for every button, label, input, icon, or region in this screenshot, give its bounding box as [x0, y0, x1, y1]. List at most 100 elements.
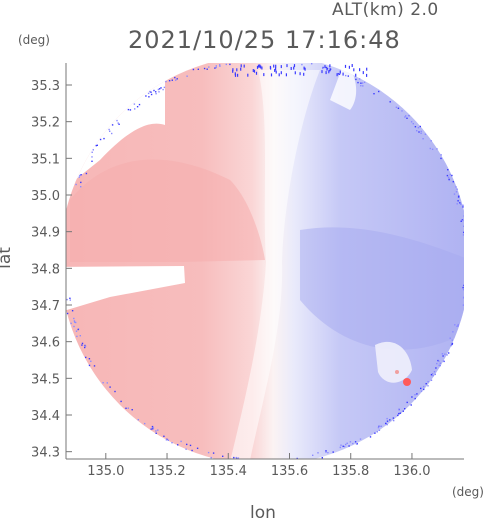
noise-speckle: [430, 374, 433, 376]
noise-speckle: [274, 68, 276, 72]
noise-speckle: [240, 67, 242, 71]
noise-speckle: [457, 196, 460, 198]
noise-speckle: [378, 90, 380, 93]
noise-speckle: [462, 289, 464, 291]
noise-speckle: [152, 428, 154, 430]
noise-speckle: [114, 390, 116, 393]
noise-speckle: [438, 360, 440, 362]
noise-speckle: [377, 426, 380, 429]
noise-speckle: [452, 331, 454, 333]
noise-speckle: [401, 110, 403, 112]
noise-speckle: [442, 355, 444, 357]
x-tick-label: 135.0: [87, 464, 124, 479]
noise-speckle: [203, 67, 206, 70]
noise-speckle: [345, 74, 347, 77]
noise-speckle: [463, 225, 464, 227]
noise-speckle: [75, 330, 78, 332]
noise-speckle: [449, 173, 451, 176]
noise-speckle: [256, 65, 259, 69]
noise-speckle: [196, 447, 199, 449]
noise-speckle: [440, 157, 442, 160]
noise-speckle: [322, 67, 324, 70]
noise-speckle: [232, 69, 234, 73]
noise-speckle: [150, 93, 153, 96]
y-tick-label: 34.7: [31, 299, 60, 314]
noise-speckle: [463, 231, 464, 234]
west-core-region: [70, 159, 265, 262]
noise-speckle: [359, 68, 361, 72]
noise-speckle: [456, 188, 458, 190]
noise-speckle: [441, 353, 444, 355]
noise-speckle: [252, 69, 254, 72]
noise-speckle: [167, 439, 169, 441]
noise-speckle: [343, 445, 346, 448]
noise-speckle: [366, 67, 368, 71]
noise-speckle: [148, 96, 150, 98]
noise-speckle: [432, 375, 434, 377]
near-zero-band: [228, 70, 320, 459]
noise-speckle: [293, 66, 295, 70]
x-tick-label: 135.4: [210, 464, 247, 479]
noise-speckle: [380, 425, 382, 427]
noise-speckle: [352, 442, 354, 445]
noise-speckle: [339, 446, 341, 449]
noise-speckle: [378, 425, 381, 427]
noise-speckle: [163, 435, 165, 437]
noise-speckle: [337, 73, 340, 75]
noise-speckle: [236, 68, 238, 72]
noise-speckle: [433, 371, 436, 373]
noise-speckle: [171, 79, 173, 81]
noise-speckle: [452, 181, 454, 183]
noise-speckle: [275, 64, 277, 68]
noise-speckle: [405, 115, 407, 117]
y-tick-label: 35.1: [31, 152, 60, 167]
noise-speckle: [165, 80, 167, 83]
noise-speckle: [155, 93, 157, 95]
noise-speckle: [69, 299, 71, 301]
noise-speckle: [219, 64, 221, 66]
noise-speckle: [222, 455, 224, 457]
noise-speckle: [338, 73, 341, 75]
noise-speckle: [457, 324, 459, 327]
x-axis-label: lon: [250, 503, 276, 523]
noise-speckle: [285, 73, 287, 77]
noise-speckle: [294, 71, 296, 75]
noise-speckle: [348, 65, 350, 69]
noise-speckle: [207, 451, 210, 454]
noise-speckle: [451, 174, 453, 177]
x-tick-label: 135.6: [271, 464, 308, 479]
x-ticks: 135.0 135.2 135.4 135.6 135.8 136.0: [87, 453, 431, 479]
noise-speckle: [91, 156, 93, 158]
noise-speckle: [463, 296, 464, 298]
noise-speckle: [359, 438, 362, 440]
noise-speckle: [171, 442, 173, 444]
noise-speckle: [397, 414, 399, 417]
noise-speckle: [311, 63, 313, 65]
noise-speckle: [448, 178, 450, 181]
noise-speckle: [76, 335, 78, 338]
noise-speckle: [273, 64, 275, 68]
noise-speckle: [436, 362, 438, 365]
noise-speckle: [176, 78, 178, 80]
y-tick-label: 34.5: [31, 372, 60, 387]
noise-speckle: [79, 335, 81, 337]
noise-speckle: [90, 360, 92, 362]
noise-speckle: [168, 80, 171, 82]
noise-speckle: [393, 419, 395, 422]
noise-speckle: [261, 66, 263, 70]
noise-speckle: [455, 186, 457, 188]
noise-speckle: [414, 397, 416, 400]
noise-speckle: [438, 364, 440, 366]
noise-speckle: [321, 70, 323, 74]
noise-speckle: [417, 127, 420, 129]
noise-speckle: [293, 64, 296, 68]
noise-speckle: [84, 345, 87, 347]
noise-speckle: [116, 119, 118, 122]
noise-speckle: [402, 410, 404, 412]
noise-speckle: [120, 400, 122, 403]
noise-speckle: [329, 64, 331, 68]
noise-speckle: [85, 356, 87, 359]
noise-speckle: [232, 68, 234, 72]
noise-speckle: [81, 342, 84, 345]
noise-speckle: [389, 419, 391, 421]
